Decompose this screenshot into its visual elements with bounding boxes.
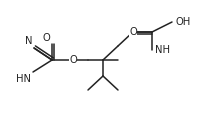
- Text: NH: NH: [155, 45, 170, 55]
- Text: HN: HN: [16, 74, 31, 84]
- Text: O: O: [42, 33, 50, 43]
- Text: N: N: [24, 36, 32, 46]
- Text: O: O: [69, 55, 77, 65]
- Text: O: O: [129, 27, 137, 37]
- Text: OH: OH: [175, 17, 190, 27]
